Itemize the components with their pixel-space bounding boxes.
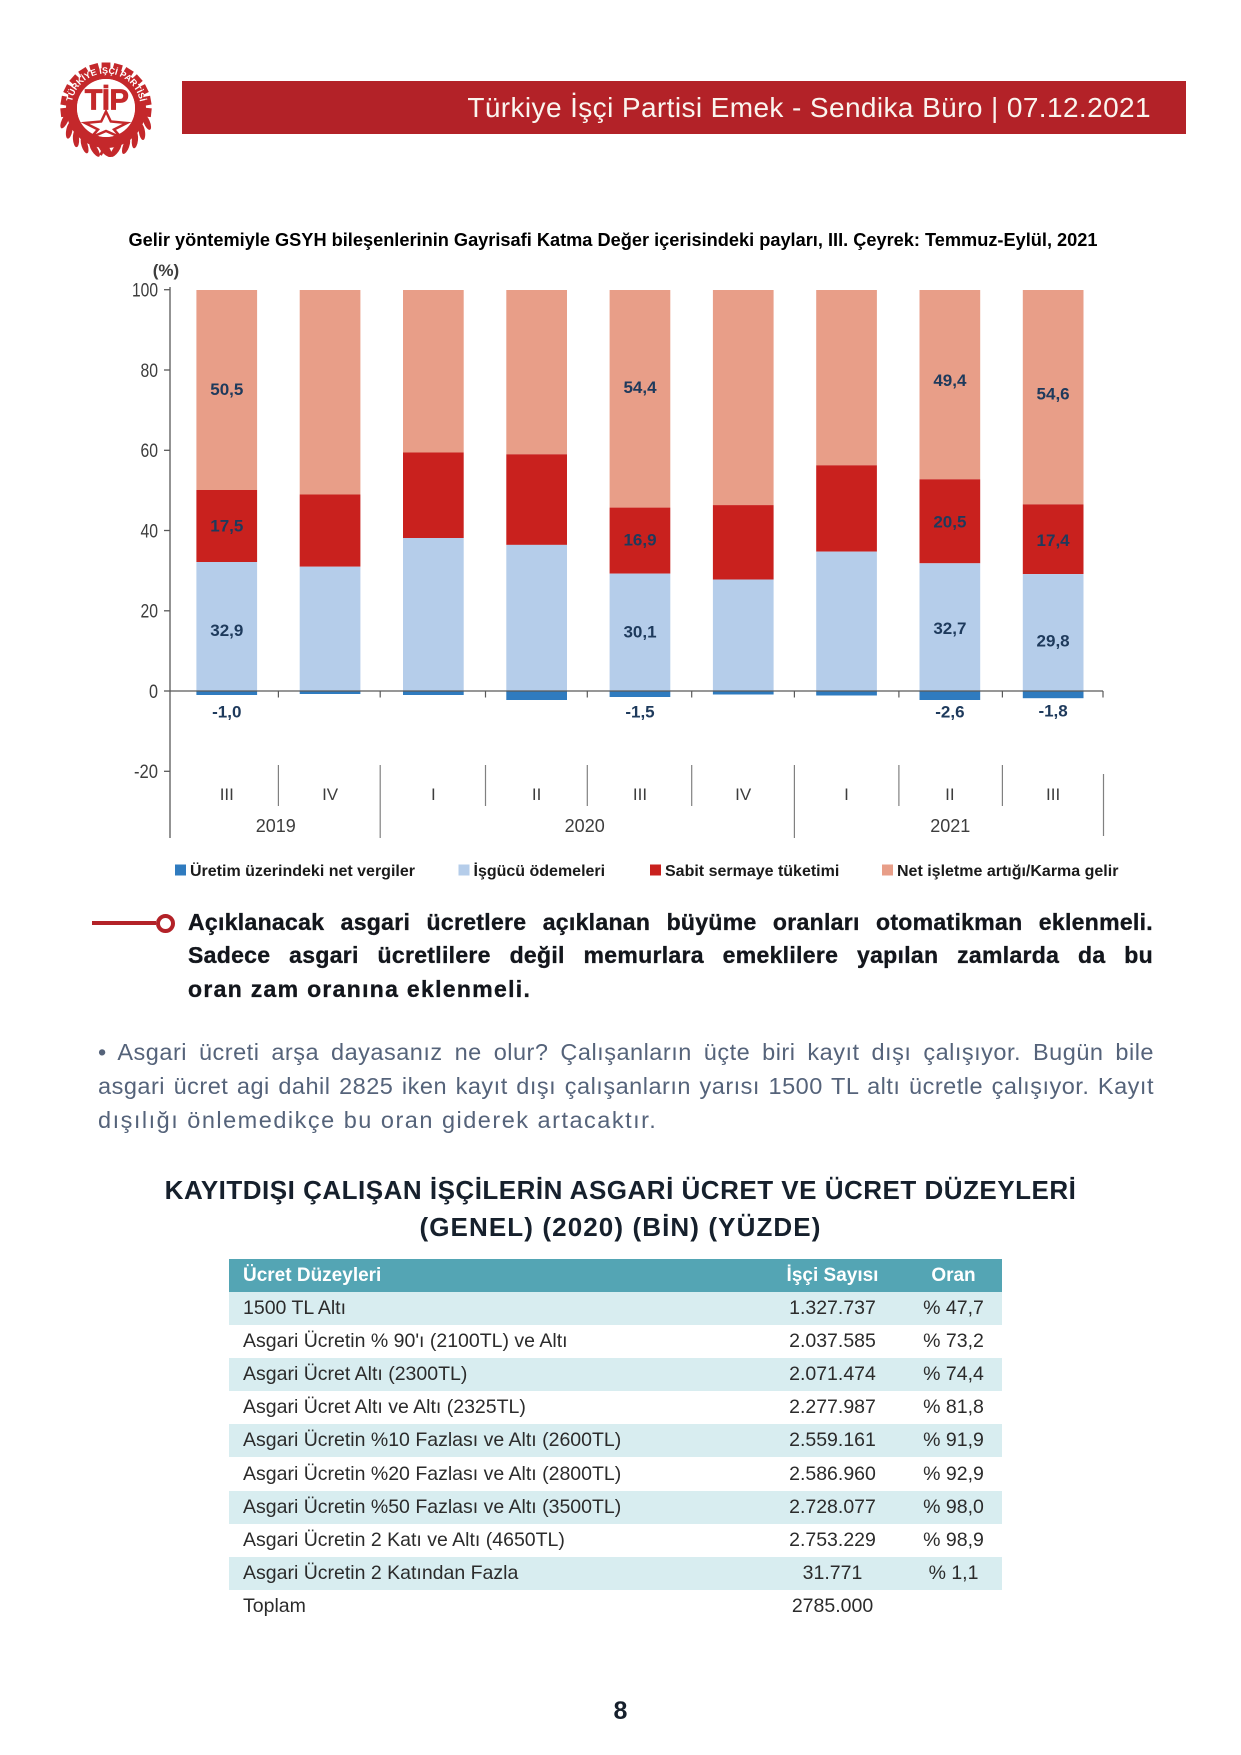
svg-text:-1,8: -1,8: [1038, 702, 1067, 721]
svg-text:Gelir yöntemiyle GSYH bileşenl: Gelir yöntemiyle GSYH bileşenlerinin Gay…: [128, 230, 1097, 250]
svg-text:17,5: 17,5: [210, 516, 243, 535]
svg-text:III: III: [1046, 785, 1060, 804]
svg-text:-1,5: -1,5: [625, 703, 654, 722]
svg-text:IV: IV: [322, 785, 339, 804]
svg-text:54,6: 54,6: [1037, 385, 1070, 404]
svg-text:32,9: 32,9: [210, 621, 243, 640]
svg-text:60: 60: [141, 440, 159, 462]
svg-text:16,9: 16,9: [623, 530, 656, 549]
svg-text:100: 100: [132, 280, 158, 302]
svg-text:-1,0: -1,0: [212, 703, 241, 722]
svg-text:80: 80: [141, 360, 159, 382]
svg-text:2019: 2019: [256, 816, 296, 836]
svg-text:17,4: 17,4: [1037, 531, 1071, 550]
svg-text:30,1: 30,1: [623, 623, 656, 642]
svg-text:20,5: 20,5: [933, 512, 966, 531]
svg-text:-20: -20: [134, 761, 158, 783]
svg-text:54,4: 54,4: [623, 378, 657, 397]
svg-text:II: II: [532, 785, 541, 804]
svg-text:İşgücü ödemeleri: İşgücü ödemeleri: [474, 862, 606, 880]
svg-text:II: II: [945, 785, 954, 804]
svg-text:2021: 2021: [930, 816, 970, 836]
svg-text:-2,6: -2,6: [935, 703, 964, 722]
svg-text:20: 20: [141, 601, 159, 623]
svg-text:Üretim üzerindeki net vergiler: Üretim üzerindeki net vergiler: [190, 861, 415, 880]
svg-text:Net işletme artığı/Karma gelir: Net işletme artığı/Karma gelir: [897, 863, 1118, 880]
svg-text:29,8: 29,8: [1037, 632, 1070, 651]
svg-text:40: 40: [141, 520, 159, 542]
svg-text:I: I: [431, 785, 436, 804]
svg-text:IV: IV: [735, 785, 752, 804]
svg-text:III: III: [220, 785, 234, 804]
svg-text:I: I: [844, 785, 849, 804]
svg-text:0: 0: [149, 681, 158, 703]
svg-text:(%): (%): [153, 261, 179, 280]
svg-text:49,4: 49,4: [933, 371, 967, 390]
svg-text:50,5: 50,5: [210, 380, 243, 399]
svg-text:III: III: [633, 785, 647, 804]
svg-text:2020: 2020: [565, 816, 605, 836]
svg-text:32,7: 32,7: [933, 619, 966, 638]
svg-text:Sabit sermaye tüketimi: Sabit sermaye tüketimi: [665, 863, 839, 880]
